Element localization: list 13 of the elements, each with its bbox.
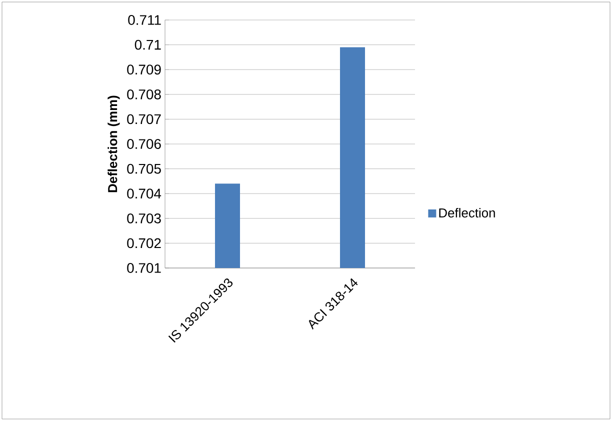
y-tick-label: 0.706 [127,139,161,149]
y-tick-label: 0.704 [127,188,162,199]
y-tick-label: 0.703 [127,213,161,224]
y-tick-label: 0.701 [127,263,161,273]
y-tick-label: 0.709 [127,64,161,75]
y-tick-label: 0.702 [127,238,161,248]
y-tick-label: 0.707 [127,114,161,124]
y-tick-label: 0.705 [127,164,161,174]
y-axis-title: Deflection (mm) [108,96,120,192]
y-tick-label: 0.71 [134,40,161,50]
y-tick-label: 0.711 [128,15,161,25]
legend-label: Deflection [439,208,495,218]
y-tick-label: 0.708 [127,89,161,100]
